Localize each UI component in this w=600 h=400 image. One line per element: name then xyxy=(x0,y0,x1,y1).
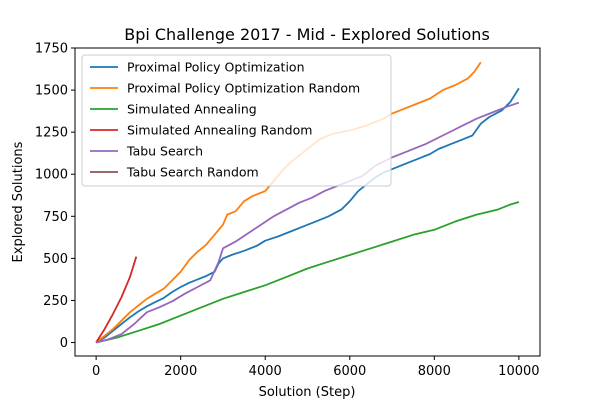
y-tick-label: 750 xyxy=(43,210,68,225)
legend: Proximal Policy Optimization Proximal Pol… xyxy=(81,54,392,187)
x-axis-label: Solution (Step) xyxy=(259,385,356,400)
x-tick-label: 0 xyxy=(92,364,100,379)
y-axis: 0 250 500 750 1000 1250 1500 1750 xyxy=(35,42,75,351)
chart-title: Bpi Challenge 2017 - Mid - Explored Solu… xyxy=(124,25,490,44)
x-tick-label: 2000 xyxy=(164,364,197,379)
y-axis-label: Explored Solutions xyxy=(11,141,26,262)
x-tick-label: 6000 xyxy=(333,364,366,379)
y-tick-label: 250 xyxy=(43,294,68,309)
y-tick-label: 1750 xyxy=(35,42,68,57)
legend-label: Tabu Search xyxy=(126,144,203,159)
plot-series xyxy=(95,61,520,344)
legend-label: Simulated Annealing Random xyxy=(127,123,312,138)
x-tick-label: 10000 xyxy=(498,364,539,379)
series-line-1 xyxy=(95,61,482,344)
legend-label: Tabu Search Random xyxy=(126,165,259,180)
x-tick-label: 8000 xyxy=(418,364,451,379)
plot-frame xyxy=(74,47,541,357)
series-line-4 xyxy=(95,101,520,344)
series-line-0 xyxy=(95,87,520,344)
legend-label: Simulated Annealing xyxy=(127,102,257,117)
y-tick-label: 1000 xyxy=(35,168,68,183)
y-tick-label: 0 xyxy=(60,336,68,351)
x-tick-label: 4000 xyxy=(249,364,282,379)
y-tick-label: 1250 xyxy=(35,126,68,141)
series-line-2 xyxy=(95,201,520,344)
legend-label: Proximal Policy Optimization xyxy=(127,60,305,75)
y-tick-label: 1500 xyxy=(35,84,68,99)
x-axis: 0 2000 4000 6000 8000 10000 xyxy=(92,356,540,379)
legend-box xyxy=(81,54,392,187)
legend-label: Proximal Policy Optimization Random xyxy=(127,81,360,96)
series-line-3 xyxy=(95,256,138,343)
y-tick-label: 500 xyxy=(43,252,68,267)
